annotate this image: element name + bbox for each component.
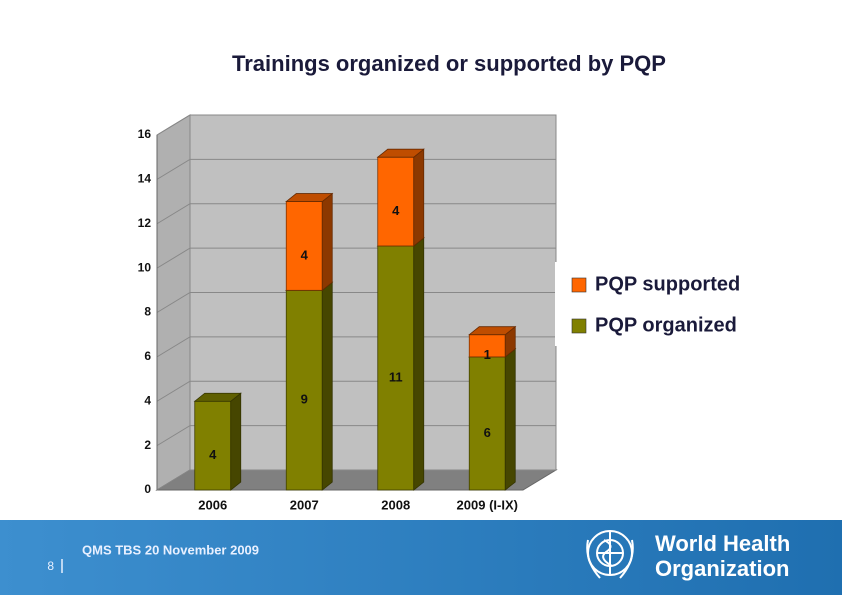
y-tick-label: 6 <box>144 349 151 363</box>
data-label: 4 <box>301 247 309 262</box>
who-emblem <box>586 530 634 579</box>
bar-side <box>321 192 333 292</box>
data-label: 6 <box>484 425 491 440</box>
x-tick-label: 2008 <box>381 497 410 512</box>
bar-side <box>504 348 516 491</box>
y-tick-label: 10 <box>138 260 152 274</box>
y-tick-label: 2 <box>144 438 151 452</box>
grid-line <box>156 114 556 136</box>
bar-segment: 11 <box>376 237 425 491</box>
x-tick-label: 2006 <box>198 497 227 512</box>
data-label: 9 <box>301 392 308 407</box>
data-label: 4 <box>392 203 400 218</box>
bar-side <box>413 237 425 491</box>
bar-side <box>413 148 425 247</box>
y-tick-label: 0 <box>144 482 151 496</box>
legend-label: PQP supported <box>595 273 740 295</box>
grid-line <box>156 425 556 447</box>
grid-line <box>156 203 556 225</box>
bar-segment: 4 <box>285 192 334 292</box>
data-label: 11 <box>389 369 403 384</box>
bar-side <box>321 281 333 491</box>
bar <box>468 356 506 491</box>
bar <box>377 156 415 247</box>
bar-segment: 9 <box>285 281 334 491</box>
grid-line <box>156 247 556 269</box>
y-tick-label: 12 <box>138 216 152 230</box>
bar-segment: 6 <box>468 348 517 491</box>
bar-segment: 4 <box>376 148 425 247</box>
bar <box>285 201 323 291</box>
grid-line <box>156 469 556 491</box>
x-tick-label: 2007 <box>290 497 319 512</box>
bar <box>285 289 323 491</box>
bar-side <box>230 392 242 491</box>
bar-segment: 4 <box>193 392 242 491</box>
footer-note: QMS TBS 20 November 2009 <box>82 542 259 557</box>
page-number: 8 <box>47 559 54 573</box>
footer-band <box>0 520 842 595</box>
y-tick-label: 14 <box>138 172 152 186</box>
bar-segment: 1 <box>468 325 517 362</box>
legend-label: PQP organized <box>595 314 737 336</box>
org-name: World Health <box>655 531 790 556</box>
y-tick-label: 4 <box>144 393 151 407</box>
y-tick-label: 16 <box>138 127 152 141</box>
org-name: Organization <box>655 556 789 581</box>
grid-line <box>156 158 556 180</box>
grid-line <box>156 380 556 402</box>
bar-top <box>468 326 517 336</box>
x-tick-label: 2009 (I-IX) <box>457 497 518 512</box>
legend-swatch <box>571 318 587 334</box>
legend: PQP supported PQP organized <box>555 262 842 346</box>
grid-line <box>156 336 556 358</box>
bar-top <box>285 193 334 202</box>
chart-title: Trainings organized or supported by PQP <box>232 51 666 76</box>
legend-swatch <box>571 277 587 293</box>
bar <box>194 400 232 491</box>
data-label: 4 <box>209 447 217 462</box>
grid-line <box>156 292 556 313</box>
bar-top <box>193 392 242 402</box>
bar <box>377 245 415 491</box>
legend-box <box>555 262 842 346</box>
bar-top <box>376 148 425 158</box>
footer: QMS TBS 20 November 2009 8 World Health … <box>0 520 842 595</box>
y-tick-label: 8 <box>144 305 151 319</box>
data-label: 1 <box>484 347 491 362</box>
